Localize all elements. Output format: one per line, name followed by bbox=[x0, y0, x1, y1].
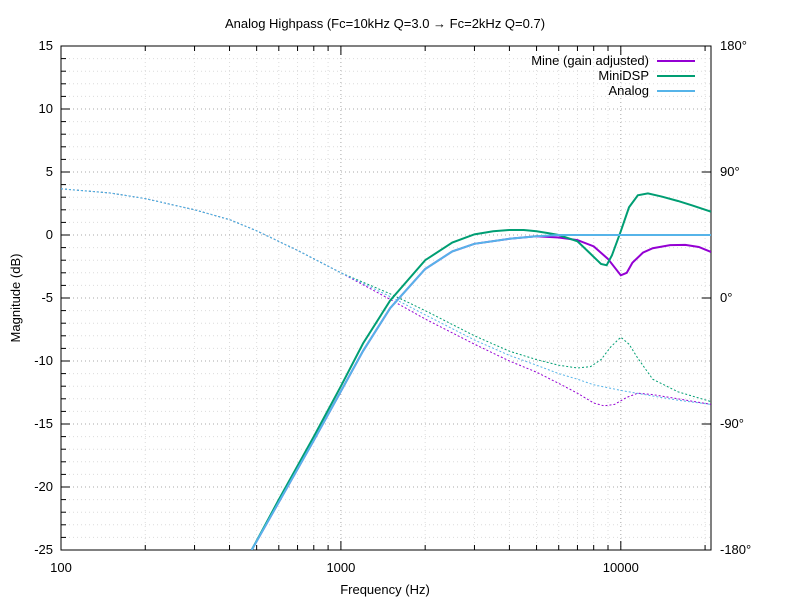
y2-tick-label: -90° bbox=[720, 416, 744, 431]
y-tick-label: 0 bbox=[46, 227, 53, 242]
magnitude-line-analog bbox=[250, 234, 711, 550]
grid-lines bbox=[61, 45, 711, 551]
y-tick-label: 10 bbox=[39, 101, 53, 116]
x-tick-label: 1000 bbox=[326, 560, 355, 575]
y2-tick-label: 90° bbox=[720, 164, 740, 179]
y2-tick-label: -180° bbox=[720, 542, 751, 557]
y-tick-label: -5 bbox=[41, 290, 53, 305]
phase-line-analog bbox=[61, 188, 711, 405]
y-tick-label: -15 bbox=[34, 416, 53, 431]
x-tick-label: 10000 bbox=[603, 560, 639, 575]
magnitude-line-minidsp bbox=[250, 192, 711, 550]
chart-title: Analog Highpass (Fc=10kHz Q=3.0 → Fc=2kH… bbox=[225, 16, 545, 31]
y-tick-label: -20 bbox=[34, 479, 53, 494]
plot-border bbox=[60, 45, 712, 551]
legend-label: MiniDSP bbox=[598, 68, 649, 83]
y-tick-label: -25 bbox=[34, 542, 53, 557]
legend-label: Mine (gain adjusted) bbox=[531, 53, 649, 68]
axes: 100 1000 10000 15 10 5 0 -5 -10 -15 -20 -25 180° 90° 0… bbox=[34, 38, 751, 575]
legend-label: Analog bbox=[609, 83, 649, 98]
y-tick-label: 5 bbox=[46, 164, 53, 179]
y-tick-label: 15 bbox=[39, 38, 53, 53]
phase-line-minidsp bbox=[61, 188, 711, 403]
magnitude-line-mine-gain-adjusted bbox=[250, 235, 711, 550]
y2-tick-label: 0° bbox=[720, 290, 732, 305]
y2-tick-label: 180° bbox=[720, 38, 747, 53]
phase-line-mine-gain-adjusted bbox=[61, 188, 711, 407]
plot-area bbox=[61, 188, 711, 550]
y-axis-label: Magnitude (dB) bbox=[8, 254, 23, 343]
y-tick-label: -10 bbox=[34, 353, 53, 368]
x-tick-label: 100 bbox=[50, 560, 72, 575]
x-axis-label: Frequency (Hz) bbox=[340, 582, 430, 597]
series-group bbox=[61, 188, 711, 550]
